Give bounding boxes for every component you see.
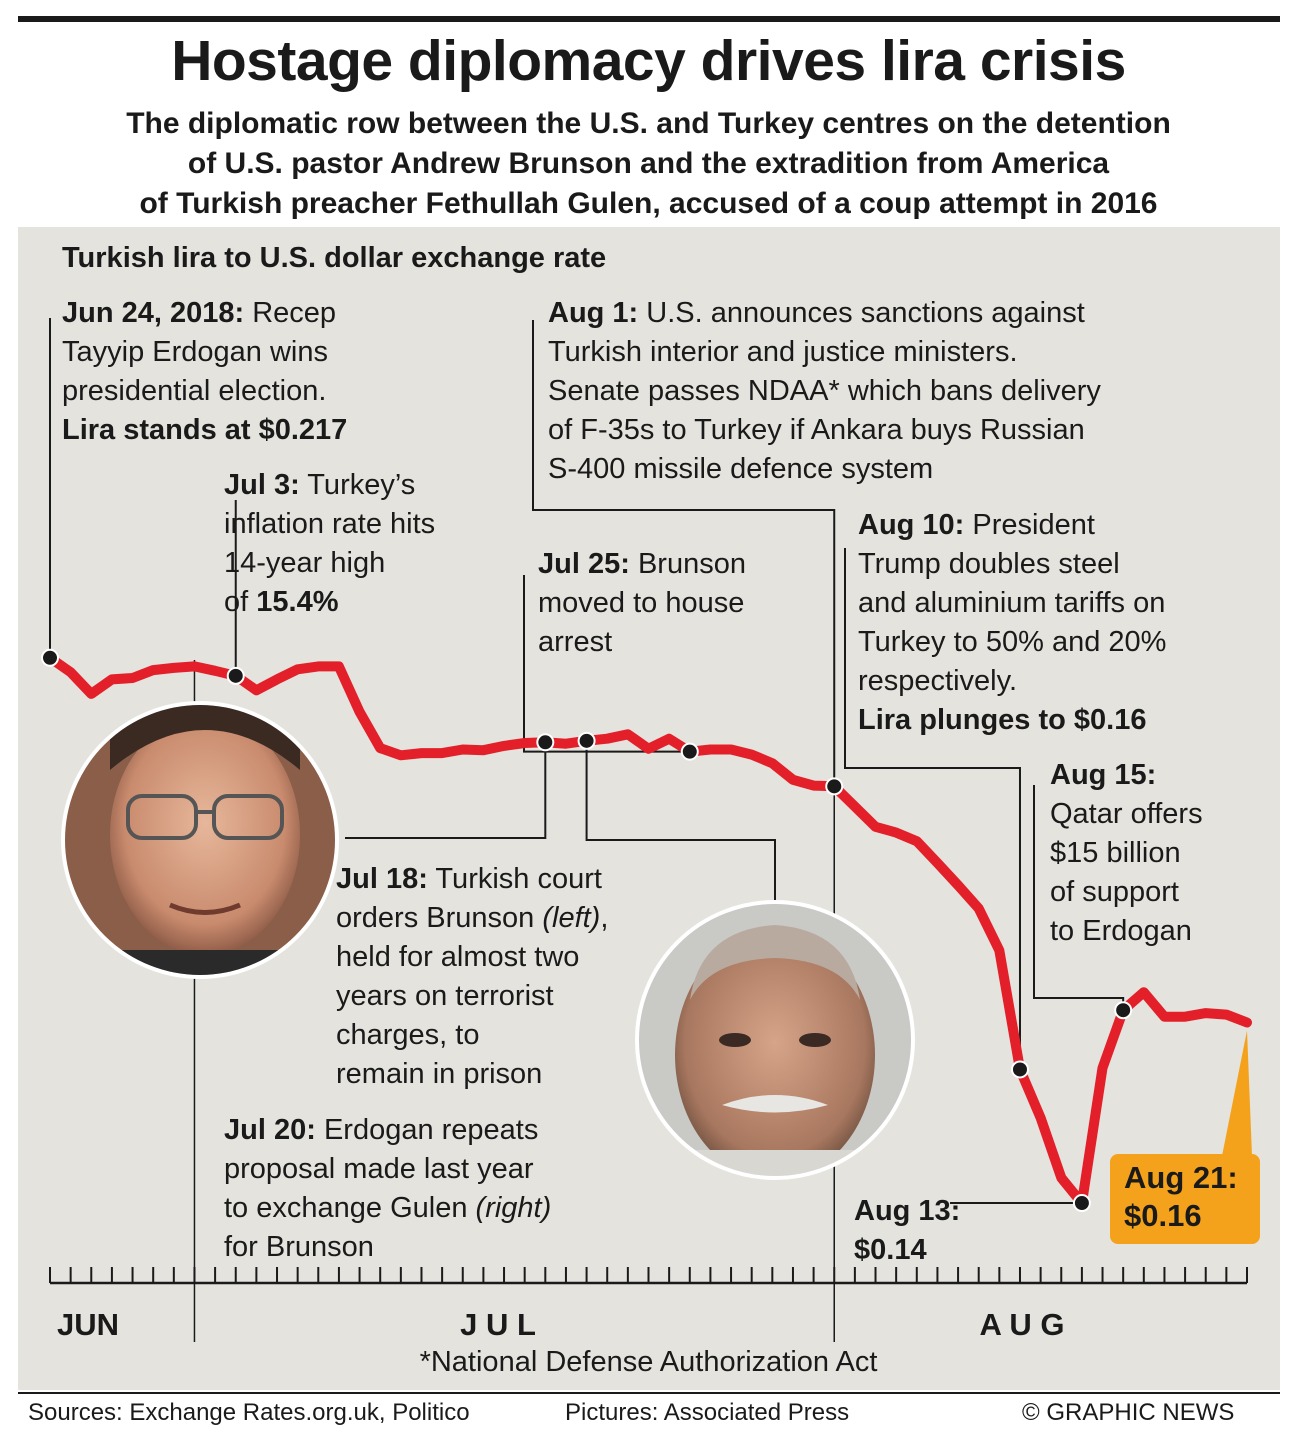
annotation-aside: (left) [542,902,601,934]
annotation-text: S-400 missile defence system [548,453,934,485]
annotation-jun24: Jun 24, 2018: Recep Tayyip Erdogan wins … [62,294,347,450]
month-labels: JUN J U L A U G [57,1307,1064,1342]
annotation-aug15: Aug 15: Qatar offers $15 billion of supp… [1050,756,1203,951]
bottom-rule [18,1392,1280,1394]
annotation-text: Brunson [637,548,746,580]
annotation-text: , [600,902,609,934]
annotation-highlight: Lira stands at $0.217 [62,414,348,446]
annotation-date: Jul 18: [336,863,428,895]
annotation-text: $15 billion [1050,837,1181,869]
annotation-text: of support [1050,876,1179,908]
annotation-text: orders Brunson [336,902,535,934]
subtitle-line: of Turkish preacher Fethullah Gulen, acc… [139,187,1158,220]
photo-gulen [635,900,915,1180]
annotation-highlight: 15.4% [256,586,339,618]
annotation-date: Aug 10: [858,509,965,541]
annotation-text: to Erdogan [1050,915,1192,947]
leader-line [844,548,1021,1070]
annotation-text: Qatar offers [1050,798,1203,830]
event-marker [226,666,245,685]
annotation-text: and aluminium tariffs on [858,587,1166,619]
end-value-label: Aug 21: $0.16 [1110,1154,1260,1244]
annotation-aug1: Aug 1: U.S. announces sanctions against … [548,294,1101,489]
annotation-text: for Brunson [224,1231,374,1263]
annotation-aug10: Aug 10: President Trump doubles steel an… [858,506,1166,740]
annotation-text: U.S. announces sanctions against [646,297,1085,329]
leader-line [523,575,690,753]
event-marker [1010,1060,1029,1079]
annotation-date: Aug 1: [548,297,639,329]
annotation-text: Turkish interior and justice ministers. [548,336,1018,368]
annotation-text: respectively. [858,665,1018,697]
event-marker [1072,1194,1091,1213]
month-label: J U L [460,1307,536,1342]
annotation-aside: (right) [475,1192,552,1224]
annotation-text: to exchange Gulen [224,1192,468,1224]
annotation-date: Jul 25: [538,548,630,580]
annotation-text: years on terrorist [336,980,554,1012]
month-label: A U G [980,1307,1065,1342]
footnote: *National Defense Authorization Act [419,1346,878,1378]
annotation-text: charges, to [336,1019,480,1051]
event-marker [1114,1001,1133,1020]
event-marker [577,731,596,750]
annotation-text: proposal made last year [224,1153,534,1185]
end-label-value: $0.16 [1124,1198,1202,1233]
event-marker [825,777,844,796]
subtitle-line: The diplomatic row between the U.S. and … [126,107,1171,140]
annotation-text: Trump doubles steel [858,548,1120,580]
annotation-text: 14-year high [224,547,386,579]
annotation-date: Jun 24, 2018: [62,297,245,329]
event-marker [536,733,555,752]
annotation-text: Senate passes NDAA* which bans delivery [548,375,1101,407]
annotation-date: Jul 3: [224,469,300,501]
annotation-text: moved to house [538,587,745,619]
chart-subtitle: The diplomatic row between the U.S. and … [20,104,1277,224]
top-rule [18,16,1280,22]
leader-line [532,320,836,787]
annotation-text: Erdogan repeats [323,1114,539,1146]
chart-title: Hostage diplomacy drives lira crisis [171,29,1126,93]
photo-brunson [61,701,339,979]
annotation-text: Turkey’s [307,469,416,501]
sources-credit: Sources: Exchange Rates.org.uk, Politico [28,1399,470,1426]
series-line [45,652,1252,1209]
copyright-credit: © GRAPHIC NEWS [1022,1399,1235,1426]
annotation-text: held for almost two [336,941,580,973]
annotation-text: Recep [252,297,337,329]
event-marker [41,648,59,667]
annotation-text: President [972,509,1095,541]
end-label-date: Aug 21: [1124,1160,1238,1195]
annotation-text: Turkish court [435,863,602,895]
event-marker [680,742,699,761]
annotation-text: of F-35s to Turkey if Ankara buys Russia… [548,414,1085,446]
annotation-jul25: Jul 25: Brunson moved to house arrest [538,545,746,662]
annotation-jul3: Jul 3: Turkey’s inflation rate hits 14-y… [224,466,435,622]
annotation-aug13: Aug 13: $0.14 [854,1192,960,1270]
annotation-date: Aug 13: [854,1195,961,1227]
annotation-text: inflation rate hits [224,508,436,540]
annotation-text: arrest [538,626,613,658]
annotation-text: remain in prison [336,1058,543,1090]
annotation-text: Turkey to 50% and 20% [858,626,1167,658]
event-markers [41,648,1252,1213]
annotation-text: presidential election. [62,375,327,407]
annotation-jul18: Jul 18: Turkish court orders Brunson (le… [336,860,608,1094]
annotation-text: Tayyip Erdogan wins [62,336,328,368]
subtitle-line: of U.S. pastor Andrew Brunson and the ex… [187,147,1110,180]
annotation-date: Jul 20: [224,1114,316,1146]
leader-line [585,740,776,905]
end-label-pointer [1222,1030,1252,1156]
month-label: JUN [57,1307,119,1342]
leader-line [345,742,547,839]
chart-heading: Turkish lira to U.S. dollar exchange rat… [62,242,607,274]
annotation-jul20: Jul 20: Erdogan repeats proposal made la… [224,1111,551,1267]
annotation-date: Aug 15: [1050,759,1157,791]
annotation-highlight: $0.14 [854,1234,927,1266]
pictures-credit: Pictures: Associated Press [565,1399,850,1426]
annotation-text: of [224,586,249,618]
annotation-highlight: Lira plunges to $0.16 [858,704,1147,736]
